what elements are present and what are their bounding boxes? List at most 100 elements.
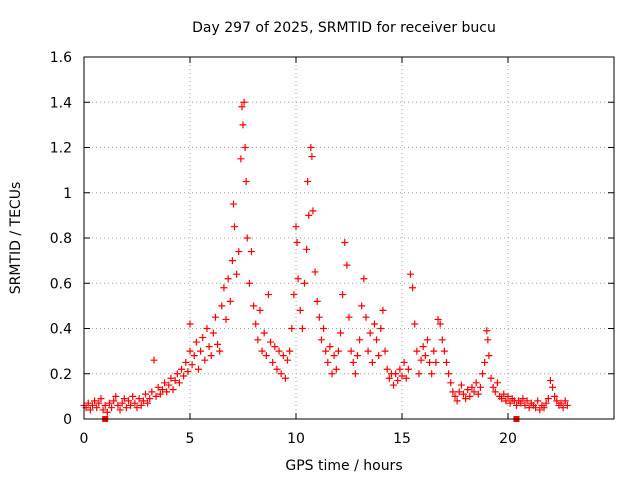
data-point	[254, 336, 262, 344]
data-point	[484, 336, 492, 344]
y-tick-label: 0.2	[50, 367, 72, 383]
data-point	[122, 404, 130, 412]
data-point	[267, 338, 275, 346]
data-point	[298, 325, 306, 332]
grid-lines	[84, 57, 614, 419]
data-point	[330, 352, 338, 360]
data-point	[258, 347, 266, 355]
y-tick-label: 0.4	[50, 322, 72, 338]
y-tick-label: 1.2	[50, 141, 72, 157]
data-point	[237, 155, 245, 163]
data-point	[245, 279, 253, 287]
data-point	[419, 343, 427, 351]
data-point	[468, 383, 476, 391]
data-point	[385, 374, 393, 382]
data-point	[396, 365, 404, 373]
data-point	[434, 315, 442, 323]
data-point	[390, 381, 398, 389]
data-point	[491, 388, 499, 396]
data-point	[211, 313, 219, 321]
data-point	[351, 370, 359, 378]
data-point	[345, 313, 353, 321]
data-point	[105, 399, 113, 407]
data-point	[242, 177, 250, 185]
data-point	[462, 395, 470, 403]
data-point	[411, 320, 419, 328]
data-point	[97, 395, 105, 403]
y-axis-label: SRMTID / TECUs	[8, 182, 24, 295]
data-point	[108, 404, 116, 412]
data-point	[184, 367, 192, 375]
data-point	[260, 329, 268, 337]
data-point	[487, 374, 495, 382]
data-point	[154, 383, 162, 391]
data-point	[443, 358, 451, 366]
data-point	[116, 406, 124, 414]
data-point	[209, 329, 217, 337]
data-point	[324, 358, 332, 366]
data-point	[337, 329, 345, 337]
data-point	[110, 397, 118, 405]
data-point	[438, 336, 446, 344]
data-point	[101, 401, 109, 409]
data-point	[341, 239, 349, 247]
data-point	[171, 377, 179, 385]
data-point	[228, 257, 236, 265]
data-point	[288, 325, 296, 332]
data-point	[415, 370, 423, 378]
data-point	[328, 370, 336, 378]
data-point	[383, 365, 391, 373]
data-point	[141, 390, 149, 398]
data-point	[216, 347, 224, 355]
data-point	[95, 399, 103, 407]
data-point	[135, 395, 143, 403]
x-tick-label: 0	[80, 431, 89, 447]
data-point	[91, 397, 99, 405]
data-point	[271, 343, 279, 351]
data-point	[451, 392, 459, 400]
data-point	[423, 336, 431, 344]
data-point	[322, 347, 330, 355]
data-point	[161, 379, 169, 387]
data-point	[207, 352, 215, 360]
data-points	[80, 98, 571, 422]
data-point	[426, 358, 434, 366]
data-point	[479, 370, 487, 378]
data-point	[158, 386, 166, 394]
data-point	[364, 347, 372, 355]
data-point	[292, 223, 300, 231]
x-tick-label: 10	[287, 431, 305, 447]
data-point	[498, 395, 506, 403]
data-point	[137, 401, 145, 409]
data-point	[294, 275, 302, 283]
data-point	[540, 404, 548, 412]
data-point	[353, 352, 361, 360]
data-point	[534, 397, 542, 405]
data-point	[125, 397, 133, 405]
data-point	[169, 386, 177, 394]
data-point	[233, 270, 241, 278]
data-point	[317, 336, 325, 344]
data-point	[112, 392, 120, 400]
data-point	[133, 404, 141, 412]
data-point	[356, 336, 364, 344]
data-point	[205, 343, 213, 351]
data-point	[192, 338, 200, 346]
data-point	[459, 390, 467, 398]
data-point	[250, 302, 258, 310]
data-point	[489, 383, 497, 391]
data-point	[150, 356, 158, 364]
data-point	[402, 374, 410, 382]
data-point	[229, 200, 237, 208]
data-point	[315, 313, 323, 321]
data-point	[366, 329, 374, 337]
data-point	[218, 302, 226, 310]
data-point	[311, 268, 319, 276]
data-point	[167, 374, 175, 382]
x-tick-label: 5	[186, 431, 195, 447]
data-point	[88, 401, 96, 409]
data-point	[347, 347, 355, 355]
data-point	[84, 399, 92, 407]
y-tick-label: 1.4	[50, 95, 72, 111]
data-point	[186, 320, 194, 328]
